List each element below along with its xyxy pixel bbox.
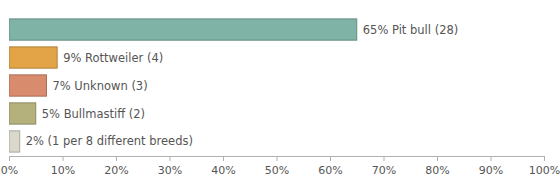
data-label: 2% (1 per 8 different breeds) bbox=[26, 134, 193, 148]
tick-mark bbox=[116, 156, 117, 161]
data-label: 7% Unknown (3) bbox=[52, 79, 147, 93]
tick-mark bbox=[330, 156, 331, 161]
tick-label: 70% bbox=[372, 164, 396, 177]
tick-mark bbox=[223, 156, 224, 161]
tick: 70% bbox=[372, 156, 396, 177]
data-label: 9% Rottweiler (4) bbox=[63, 51, 163, 65]
tick: 60% bbox=[318, 156, 342, 177]
tick: 80% bbox=[425, 156, 449, 177]
tick-label: 50% bbox=[265, 164, 289, 177]
data-label: 5% Bullmastiff (2) bbox=[42, 107, 145, 121]
tick-label: 60% bbox=[318, 164, 342, 177]
tick-label: 40% bbox=[211, 164, 235, 177]
tick-mark bbox=[277, 156, 278, 161]
tick: 20% bbox=[104, 156, 128, 177]
tick-label: 10% bbox=[51, 164, 75, 177]
tick-mark bbox=[170, 156, 171, 161]
tick-mark bbox=[491, 156, 492, 161]
bars bbox=[9, 19, 357, 152]
tick: 40% bbox=[211, 156, 235, 177]
tick: 10% bbox=[51, 156, 75, 177]
tick-mark bbox=[384, 156, 385, 161]
bar bbox=[9, 19, 357, 40]
tick-mark bbox=[63, 156, 64, 161]
bar bbox=[9, 47, 57, 68]
bar bbox=[9, 131, 20, 152]
tick-label: 20% bbox=[104, 164, 128, 177]
tick: 90% bbox=[479, 156, 503, 177]
axis-line bbox=[10, 157, 545, 162]
tick: 0% bbox=[1, 156, 18, 177]
tick-label: 0% bbox=[1, 164, 18, 177]
bar bbox=[9, 75, 46, 96]
tick-mark bbox=[437, 156, 438, 161]
tick: 30% bbox=[158, 156, 182, 177]
bar bbox=[9, 103, 36, 124]
tick: 50% bbox=[265, 156, 289, 177]
tick-label: 30% bbox=[158, 164, 182, 177]
tick-mark bbox=[544, 156, 545, 161]
tick: 100% bbox=[529, 156, 560, 177]
x-axis: 0% 10% 20% 30% 40% 50% 60% 70% 80% 90% 100% bbox=[1, 156, 560, 177]
tick-mark bbox=[9, 156, 10, 161]
tick-label: 90% bbox=[479, 164, 503, 177]
plot: 65% Pit bull (28) 9% Rottweiler (4) 7% Unk… bbox=[1, 19, 560, 177]
tick-label: 80% bbox=[425, 164, 449, 177]
data-label: 65% Pit bull (28) bbox=[363, 23, 459, 37]
data-labels: 65% Pit bull (28) 9% Rottweiler (4) 7% Unk… bbox=[26, 23, 459, 149]
tick-label: 100% bbox=[529, 164, 560, 177]
chart: 65% Pit bull (28) 9% Rottweiler (4) 7% Unk… bbox=[0, 0, 560, 183]
